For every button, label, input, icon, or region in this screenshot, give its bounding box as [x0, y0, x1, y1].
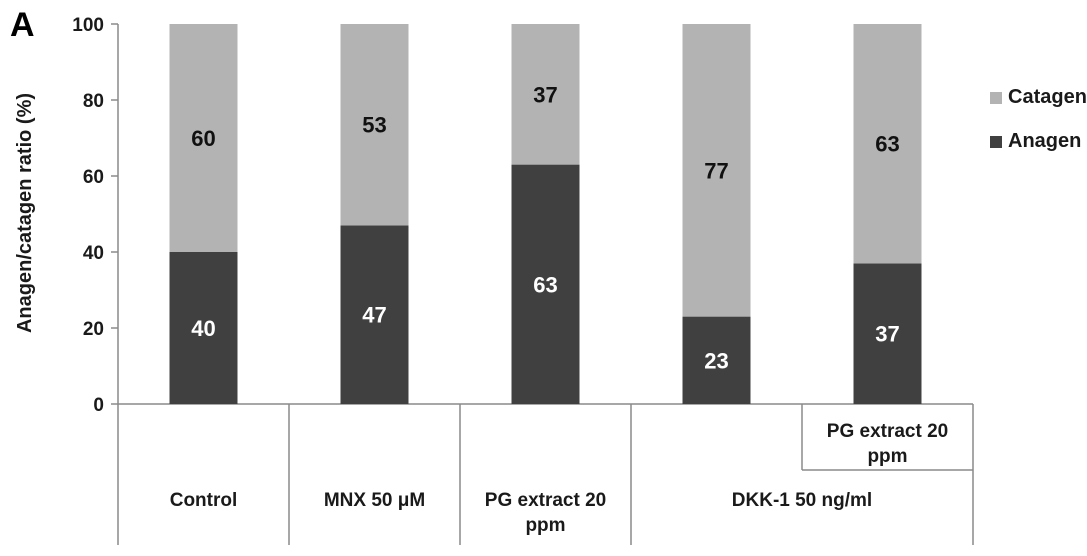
- y-tick-label: 20: [83, 319, 104, 340]
- category-label: PG extract 20: [827, 421, 948, 442]
- data-label-anagen: 40: [191, 316, 215, 341]
- y-tick-label: 80: [83, 91, 104, 112]
- category-axis-table: Control MNX 50 μM PG extract 20 ppm PG extra…: [117, 404, 974, 545]
- data-label-catagen: 37: [533, 82, 557, 107]
- bar-catagen: [682, 24, 751, 317]
- data-label-anagen: 37: [875, 322, 899, 347]
- category-label: ppm: [525, 515, 565, 536]
- group-label: DKK-1 50 ng/ml: [732, 490, 872, 511]
- bar-anagen: [511, 164, 580, 404]
- panel-label: A: [10, 6, 35, 44]
- bar-anagen: [682, 316, 751, 404]
- legend-swatch-catagen: [990, 92, 1002, 104]
- category-label: Control: [170, 490, 238, 511]
- data-label-catagen: 53: [362, 113, 386, 138]
- legend: Catagen Anagen: [990, 86, 1087, 152]
- y-tick-label: 0: [93, 395, 104, 416]
- data-label-anagen: 63: [533, 272, 557, 297]
- bars-layer: 40 60 47 53 63 37 23 77 37 63: [169, 24, 922, 404]
- category-label: ppm: [867, 446, 907, 467]
- bar-anagen: [340, 225, 409, 404]
- bar-catagen: [511, 24, 580, 165]
- data-label-anagen: 47: [362, 303, 386, 328]
- category-label: PG extract 20: [485, 490, 606, 511]
- data-label-catagen: 60: [191, 126, 215, 151]
- bar-catagen: [169, 24, 238, 252]
- data-label-catagen: 63: [875, 132, 899, 157]
- y-tick-label: 60: [83, 167, 104, 188]
- legend-label-anagen: Anagen: [1008, 130, 1081, 152]
- category-label: MNX 50 μM: [324, 490, 425, 511]
- axis-layer: 0 20 40 60 80 100: [72, 15, 973, 416]
- data-label-catagen: 77: [704, 158, 728, 183]
- y-tick-label: 40: [83, 243, 104, 264]
- bar-anagen: [169, 252, 238, 404]
- bar-anagen: [853, 263, 922, 404]
- bar-catagen: [853, 24, 922, 264]
- legend-label-catagen: Catagen: [1008, 86, 1087, 108]
- legend-swatch-anagen: [990, 136, 1002, 148]
- y-axis-label: Anagen/catagen ratio (%): [14, 93, 36, 333]
- y-tick-label: 100: [72, 15, 104, 36]
- bar-catagen: [340, 24, 409, 226]
- data-label-anagen: 23: [704, 348, 728, 373]
